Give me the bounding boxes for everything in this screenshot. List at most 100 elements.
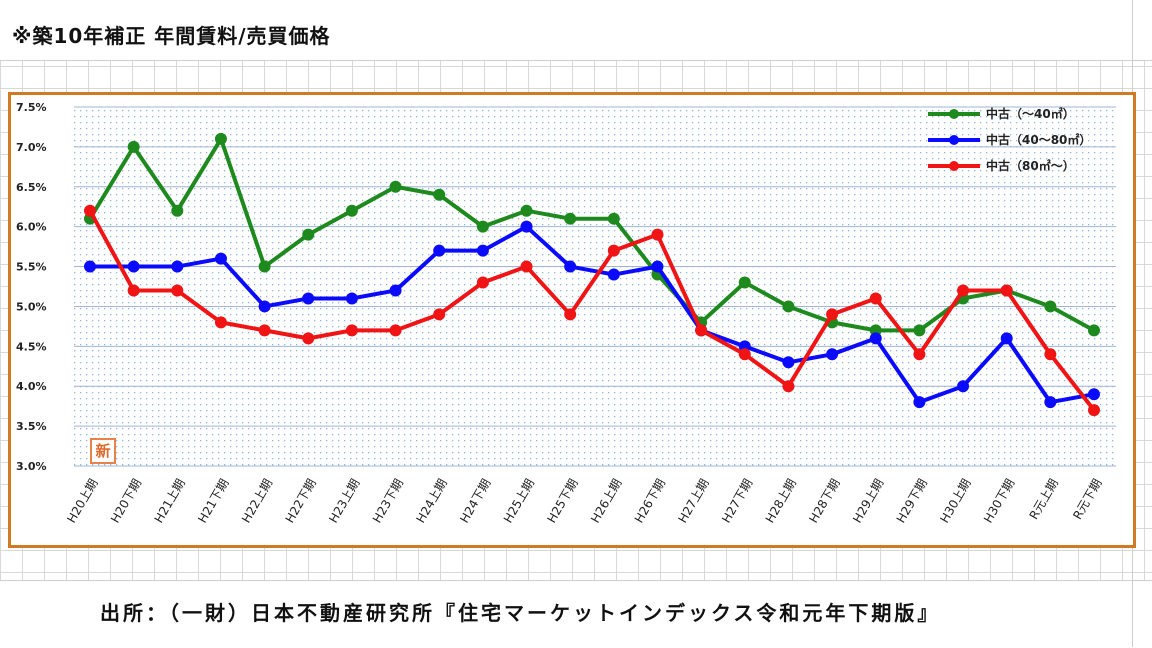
data-point (782, 356, 795, 369)
y-tick-label: 6.5% (16, 181, 47, 194)
data-point (1000, 284, 1013, 297)
x-tick-label: H29上期 (850, 477, 886, 526)
data-point (258, 324, 271, 337)
data-point (433, 244, 446, 257)
data-point (651, 260, 664, 273)
x-tick-label: H23下期 (370, 477, 406, 526)
data-point (1044, 300, 1057, 313)
data-point (302, 292, 315, 305)
legend-label: 中古（80㎡～） (986, 158, 1075, 173)
data-point (214, 316, 227, 329)
data-point (1088, 388, 1100, 401)
data-point (1000, 332, 1013, 345)
data-point (913, 396, 926, 409)
data-point (171, 204, 184, 217)
x-tick-label: H28下期 (806, 477, 842, 526)
legend-label: 中古（40～80㎡） (986, 132, 1091, 147)
data-point (607, 244, 620, 257)
series-line (88, 209, 1096, 412)
x-tick-label: H20下期 (108, 477, 144, 526)
data-point (127, 140, 140, 153)
x-tick-label: H27下期 (719, 477, 755, 526)
data-point (476, 244, 489, 257)
x-tick-label: H20上期 (64, 477, 100, 526)
data-point (564, 260, 577, 273)
data-point (869, 292, 882, 305)
x-tick-label: H30下期 (981, 477, 1017, 526)
data-point (84, 260, 96, 273)
x-tick-label: R元上期 (1027, 477, 1061, 522)
x-tick-label: H24上期 (414, 477, 450, 526)
footer-band (0, 580, 1152, 648)
legend-label: 中古（～40㎡） (986, 106, 1075, 121)
data-point (607, 268, 620, 281)
data-point (826, 308, 839, 321)
data-point (345, 204, 358, 217)
new-badge-icon: 新 (90, 438, 116, 464)
legend-marker (949, 135, 959, 145)
data-point (214, 132, 227, 145)
data-point (389, 180, 402, 193)
data-point (826, 348, 839, 361)
data-point (869, 332, 882, 345)
data-point (1044, 348, 1057, 361)
x-tick-label: H23上期 (326, 477, 362, 526)
data-point (171, 284, 184, 297)
data-point (389, 324, 402, 337)
data-point (1088, 324, 1100, 337)
source-note: 出所：（一財）日本不動産研究所『住宅マーケットインデックス令和元年下期版』 (100, 601, 941, 625)
x-tick-label: H21下期 (195, 477, 231, 526)
x-tick-label: H25上期 (501, 477, 537, 526)
y-tick-label: 7.5% (16, 101, 47, 114)
data-point (782, 380, 795, 393)
data-point (258, 300, 271, 313)
data-point (564, 212, 577, 225)
data-point (345, 292, 358, 305)
header-band (0, 0, 1152, 61)
y-tick-label: 5.0% (16, 300, 47, 313)
x-tick-label: H28上期 (763, 477, 799, 526)
y-tick-label: 7.0% (16, 141, 47, 154)
x-tick-label: H30上期 (937, 477, 973, 526)
series-line (88, 136, 1095, 333)
data-point (258, 260, 271, 273)
y-tick-label: 3.5% (16, 420, 47, 433)
data-point (302, 228, 315, 241)
legend-marker (949, 109, 959, 119)
x-tick-label: H24下期 (457, 477, 493, 526)
data-point (957, 284, 970, 297)
data-point (520, 204, 533, 217)
x-tick-label: H26上期 (588, 477, 624, 526)
x-tick-label: H25下期 (544, 477, 580, 526)
x-tick-label: H26下期 (632, 477, 668, 526)
data-point (345, 324, 358, 337)
x-tick-label: H27上期 (675, 477, 711, 526)
x-tick-label: H29下期 (894, 477, 930, 526)
data-point (171, 260, 184, 273)
data-point (127, 284, 140, 297)
series-line (90, 224, 1095, 405)
data-point (782, 300, 795, 313)
data-point (913, 324, 926, 337)
data-point (957, 380, 970, 393)
data-point (564, 308, 577, 321)
page-title: ※築10年補正 年間賃料/売買価格 (12, 24, 331, 48)
data-point (520, 220, 533, 233)
data-point (389, 284, 402, 297)
data-point (433, 308, 446, 321)
data-point (1088, 404, 1100, 417)
x-tick-label: H22下期 (283, 477, 319, 526)
y-tick-label: 3.0% (16, 460, 47, 473)
data-point (651, 228, 664, 241)
data-point (302, 332, 315, 345)
data-point (607, 212, 620, 225)
x-tick-label: H22上期 (239, 477, 275, 526)
y-tick-label: 6.0% (16, 221, 47, 234)
data-point (127, 260, 140, 273)
data-point (1044, 396, 1057, 409)
x-tick-label: H21上期 (152, 477, 188, 526)
legend-marker (949, 161, 959, 171)
data-point (520, 260, 533, 273)
data-point (476, 276, 489, 289)
y-tick-label: 4.5% (16, 340, 47, 353)
